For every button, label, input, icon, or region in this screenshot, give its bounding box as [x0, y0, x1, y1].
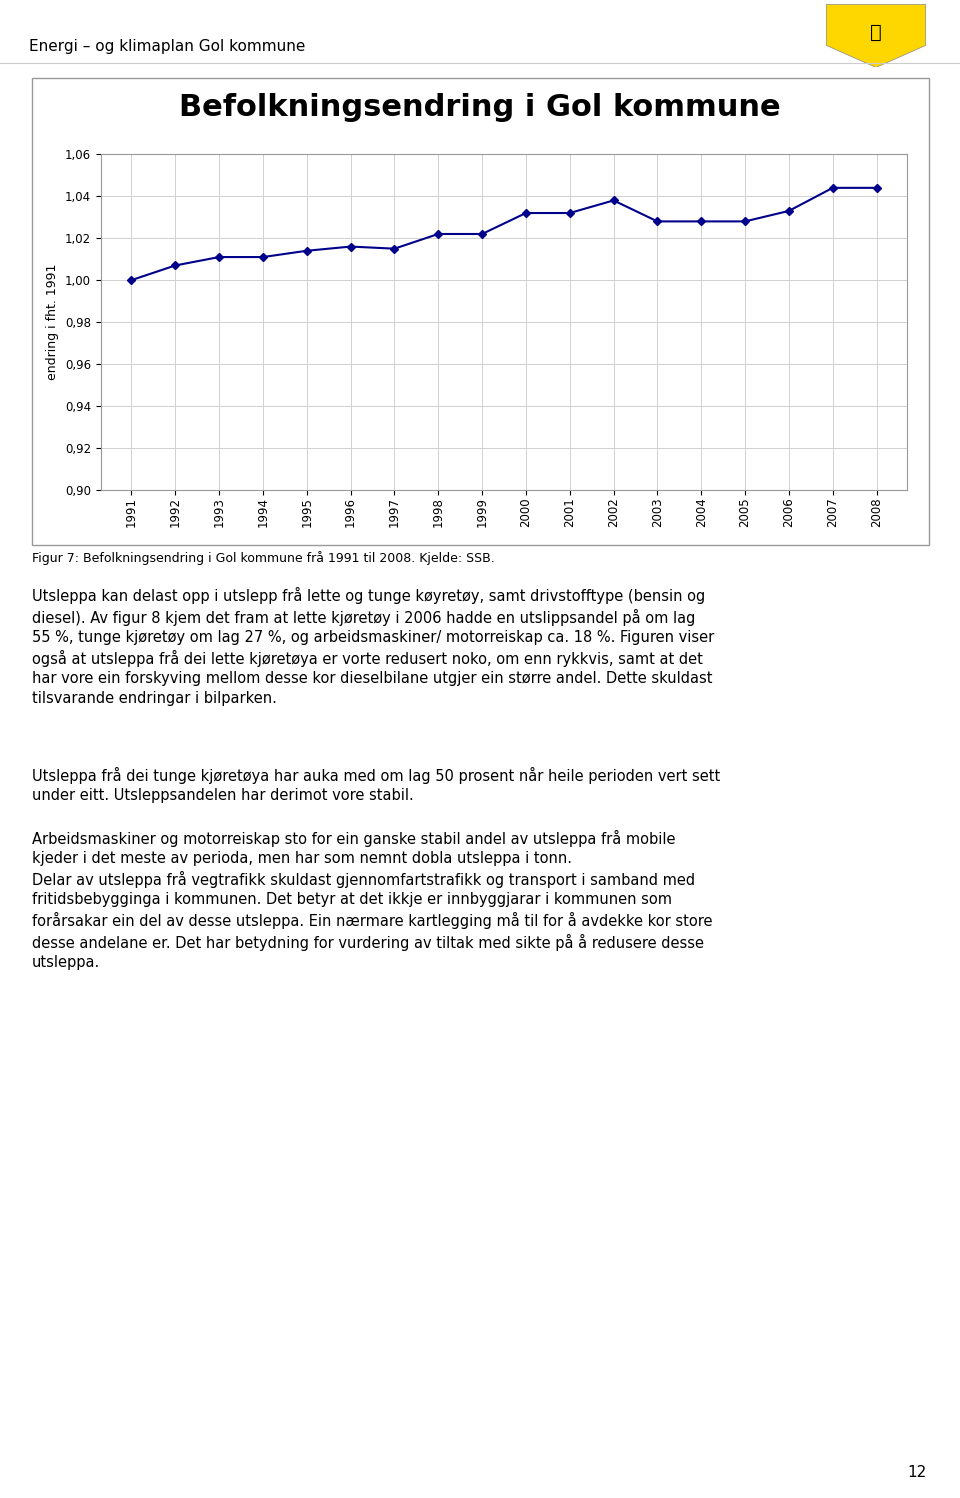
Text: Utsleppa kan delast opp i utslepp frå lette og tunge køyretøy, samt drivstofftyp: Utsleppa kan delast opp i utslepp frå le…	[32, 587, 714, 706]
Text: Energi – og klimaplan Gol kommune: Energi – og klimaplan Gol kommune	[29, 39, 305, 54]
Text: Figur 7: Befolkningsendring i Gol kommune frå 1991 til 2008. Kjelde: SSB.: Figur 7: Befolkningsendring i Gol kommun…	[32, 551, 494, 565]
Text: Befolkningsendring i Gol kommune: Befolkningsendring i Gol kommune	[180, 93, 780, 123]
Text: Utsleppa frå dei tunge kjøretøya har auka med om lag 50 prosent når heile period: Utsleppa frå dei tunge kjøretøya har auk…	[32, 767, 720, 803]
Text: 12: 12	[907, 1465, 926, 1480]
Y-axis label: endring i fht. 1991: endring i fht. 1991	[46, 264, 60, 380]
Text: Arbeidsmaskiner og motorreiskap sto for ein ganske stabil andel av utsleppa frå : Arbeidsmaskiner og motorreiskap sto for …	[32, 830, 712, 971]
Polygon shape	[827, 4, 925, 67]
Text: 🔑: 🔑	[870, 24, 882, 42]
